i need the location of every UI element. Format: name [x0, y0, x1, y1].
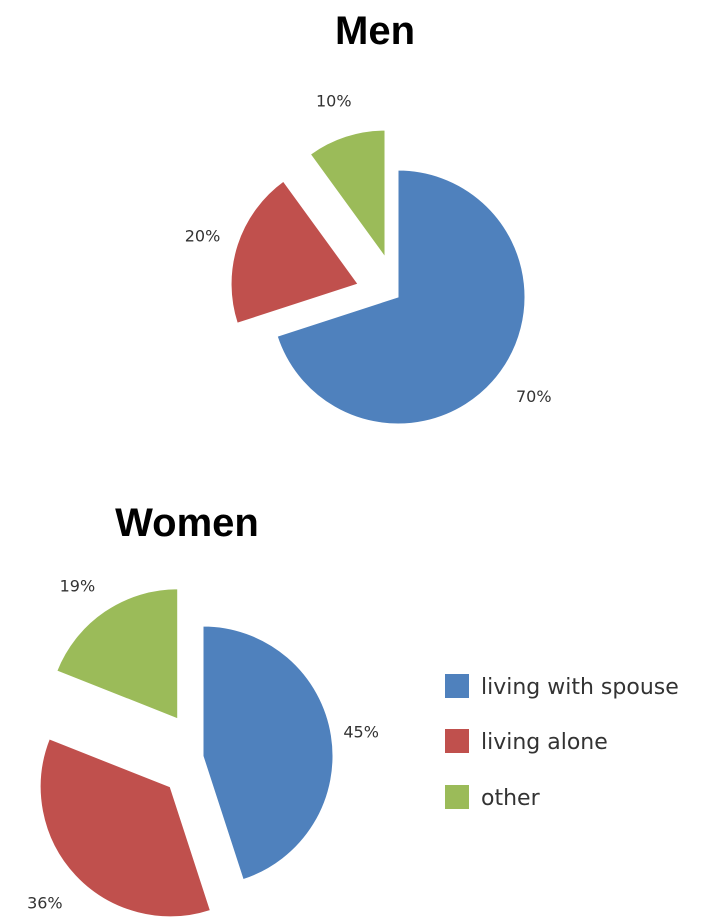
women-slice-living-with-spouse — [202, 625, 334, 881]
legend: living with spouse living alone other — [445, 674, 679, 811]
men-labels: 70% 20% 10% — [185, 92, 552, 406]
women-chart-title: Women — [115, 501, 259, 545]
legend-swatch-living-with-spouse — [445, 674, 469, 698]
men-label-living-alone: 20% — [185, 227, 221, 246]
men-pie-chart: Men 70% 20% 10% — [185, 9, 552, 425]
men-slice-living-alone — [230, 180, 359, 324]
men-slices — [230, 129, 526, 425]
legend-label-other: other — [481, 786, 541, 811]
men-label-living-with-spouse: 70% — [516, 387, 552, 406]
women-label-living-with-spouse: 45% — [343, 723, 379, 742]
women-slice-other — [56, 588, 179, 720]
women-slice-living-alone — [39, 738, 211, 918]
legend-label-living-alone: living alone — [481, 730, 608, 755]
men-label-other: 10% — [316, 92, 352, 111]
women-label-living-alone: 36% — [27, 893, 63, 912]
women-pie-chart: Women 45% 36% 19% — [27, 501, 379, 918]
legend-swatch-living-alone — [445, 729, 469, 753]
men-chart-title: Men — [335, 9, 415, 53]
women-label-other: 19% — [60, 577, 96, 596]
men-slice-living-with-spouse — [276, 169, 526, 425]
legend-label-living-with-spouse: living with spouse — [481, 675, 679, 700]
legend-swatch-other — [445, 785, 469, 809]
men-slice-other — [309, 129, 386, 259]
women-slices — [39, 588, 334, 918]
women-labels: 45% 36% 19% — [27, 577, 379, 913]
